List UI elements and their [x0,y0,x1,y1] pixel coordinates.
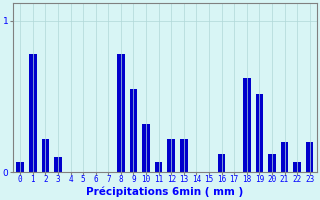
Bar [218,154,225,172]
Bar [256,94,263,172]
Bar [167,139,175,172]
Bar [293,162,301,172]
Bar [29,54,36,172]
X-axis label: Précipitations 6min ( mm ): Précipitations 6min ( mm ) [86,187,244,197]
Bar [268,154,276,172]
Bar [54,157,62,172]
Bar [42,139,49,172]
Bar [117,54,125,172]
Bar [130,89,137,172]
Bar [16,162,24,172]
Bar [243,78,251,172]
Bar [306,142,314,172]
Bar [180,139,188,172]
Bar [155,162,163,172]
Bar [281,142,288,172]
Bar [142,124,150,172]
